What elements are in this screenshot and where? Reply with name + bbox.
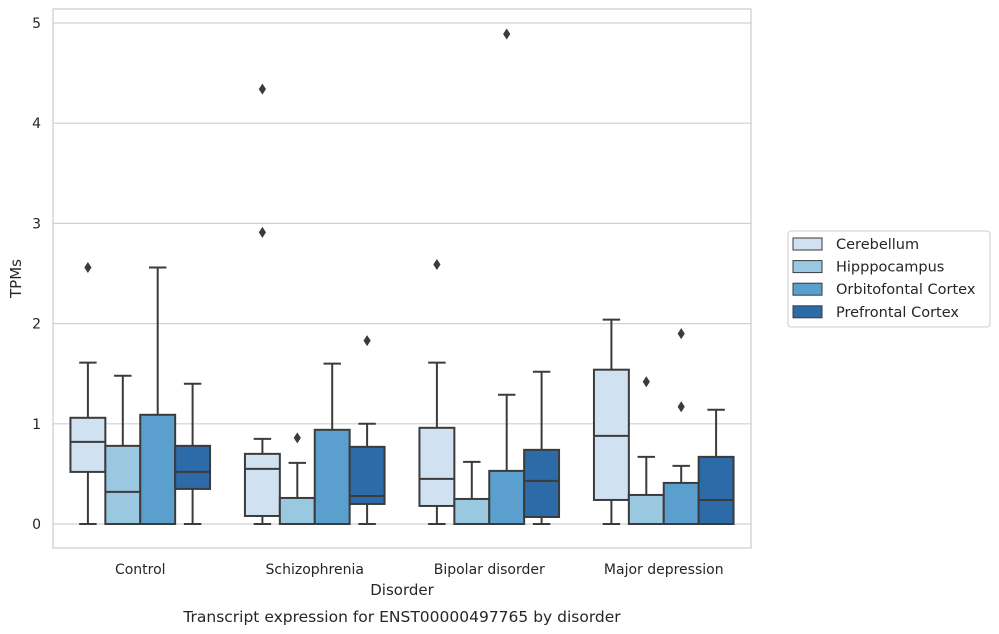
y-tick-0: 0 bbox=[32, 517, 41, 533]
legend-swatch bbox=[792, 282, 823, 296]
y-tick-labels: 0 1 2 3 4 5 bbox=[32, 16, 41, 533]
box-prefrontal-cortex-schizophrenia bbox=[348, 335, 386, 525]
box-groups bbox=[69, 28, 735, 526]
outlier-point bbox=[258, 226, 266, 238]
x-tick-labels: Control Schizophrenia Bipolar disorder Majo… bbox=[115, 562, 724, 578]
x-tick-control: Control bbox=[115, 562, 166, 578]
box-prefrontal-cortex-control bbox=[174, 382, 212, 525]
y-tick-1: 1 bbox=[32, 417, 41, 433]
legend-label: Cerebellum bbox=[836, 237, 919, 253]
box-orbitofontal-cortex-major-depression bbox=[662, 328, 700, 525]
box-hipppocampus-control bbox=[104, 374, 142, 525]
legend: Cerebellum Hipppocampus Orbitofontal Corte… bbox=[787, 230, 991, 328]
box-orbitofontal-cortex-control bbox=[139, 266, 177, 526]
box-hipppocampus-major-depression bbox=[627, 376, 665, 525]
box-cerebellum-bipolar-disorder bbox=[418, 258, 456, 525]
box-cerebellum-control bbox=[69, 261, 107, 525]
y-axis-label: TPMs bbox=[7, 259, 25, 299]
outlier-point bbox=[433, 258, 441, 270]
x-tick-bipolar-disorder: Bipolar disorder bbox=[434, 562, 545, 578]
y-tick-3: 3 bbox=[32, 216, 41, 232]
outlier-point bbox=[503, 28, 511, 40]
box-cerebellum-major-depression bbox=[592, 318, 630, 525]
legend-swatch bbox=[792, 305, 823, 319]
legend-label: Orbitofontal Cortex bbox=[836, 282, 976, 298]
outlier-point bbox=[677, 328, 685, 340]
y-tick-2: 2 bbox=[32, 317, 41, 333]
outlier-point bbox=[677, 401, 685, 413]
box-orbitofontal-cortex-bipolar-disorder bbox=[488, 28, 526, 526]
outlier-point bbox=[293, 432, 301, 444]
box-hipppocampus-bipolar-disorder bbox=[453, 460, 491, 526]
outlier-point bbox=[642, 376, 650, 388]
box-cerebellum-schizophrenia bbox=[243, 83, 281, 525]
outlier-point bbox=[258, 83, 266, 95]
legend-label: Hipppocampus bbox=[836, 260, 944, 276]
chart-title: Transcript expression for ENST0000049776… bbox=[182, 608, 621, 626]
outlier-point bbox=[84, 261, 92, 273]
x-tick-schizophrenia: Schizophrenia bbox=[266, 562, 364, 578]
plot-frame bbox=[52, 8, 752, 549]
legend-swatch bbox=[792, 260, 823, 274]
box-prefrontal-cortex-bipolar-disorder bbox=[523, 370, 561, 525]
y-tick-4: 4 bbox=[32, 116, 41, 132]
legend-swatch bbox=[792, 237, 823, 251]
outlier-point bbox=[363, 335, 371, 347]
legend-frame bbox=[787, 230, 991, 328]
x-axis-label: Disorder bbox=[370, 581, 434, 599]
box-orbitofontal-cortex-schizophrenia bbox=[313, 362, 351, 526]
y-tick-5: 5 bbox=[32, 16, 41, 32]
box-prefrontal-cortex-major-depression bbox=[697, 408, 735, 525]
legend-label: Prefrontal Cortex bbox=[836, 305, 959, 321]
x-tick-major-depression: Major depression bbox=[604, 562, 724, 578]
box-hipppocampus-schizophrenia bbox=[278, 432, 316, 525]
